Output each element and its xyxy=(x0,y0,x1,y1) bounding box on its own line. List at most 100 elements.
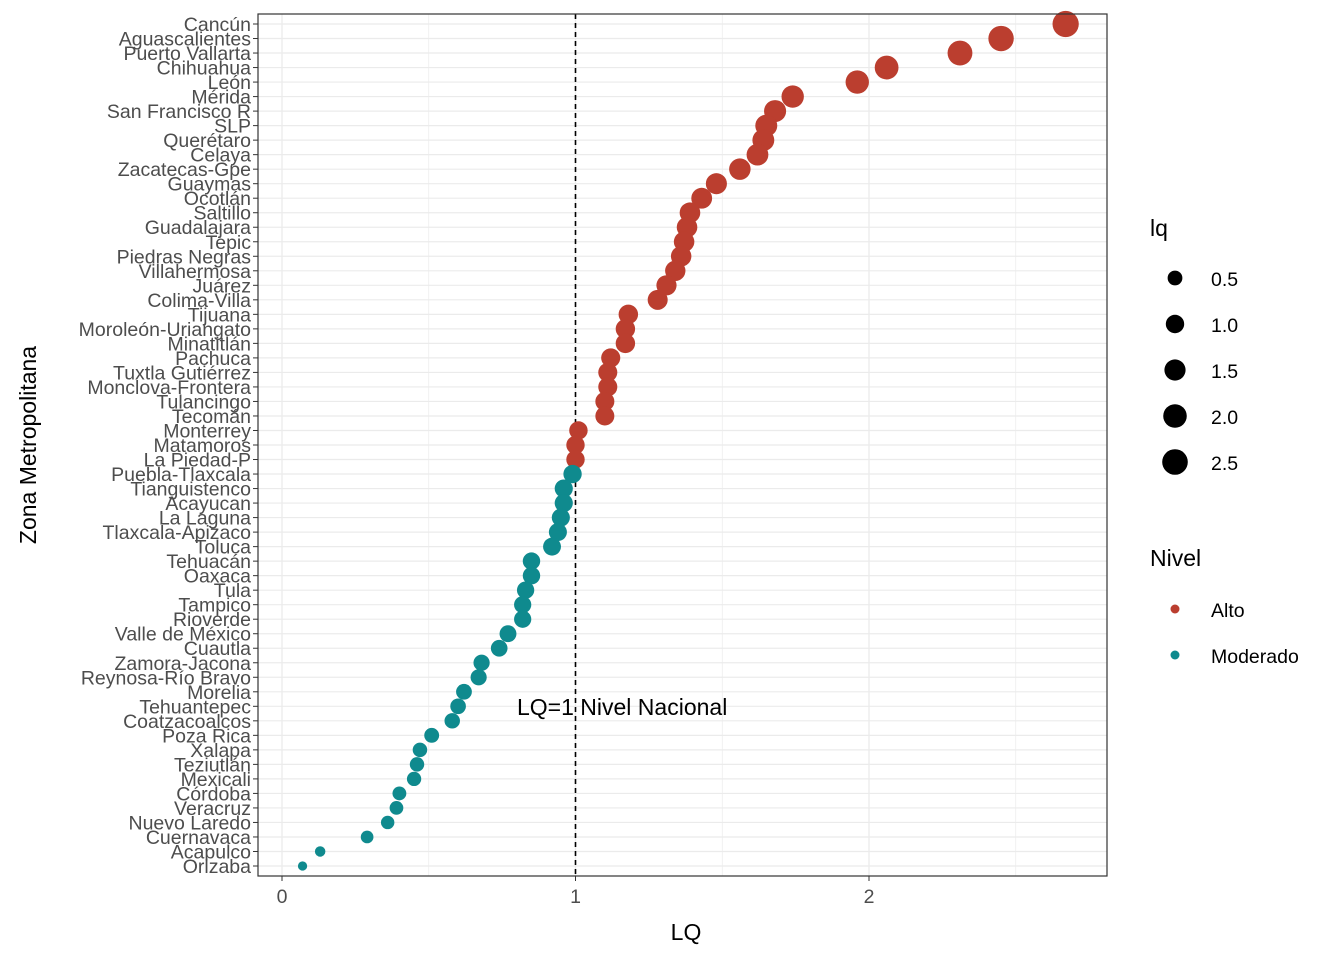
y-tick-label: Guaymas xyxy=(168,174,252,196)
data-point xyxy=(473,654,490,671)
y-tick-label: Tehuantepec xyxy=(139,696,251,718)
y-tick-label: Veracruz xyxy=(174,798,251,820)
data-point xyxy=(543,537,561,556)
data-points xyxy=(297,10,1079,871)
data-point xyxy=(566,435,585,455)
data-point xyxy=(522,552,541,570)
data-point xyxy=(665,260,686,281)
size-legend-key xyxy=(1164,359,1186,381)
y-tick-label: La Piedad-P xyxy=(144,450,251,472)
data-point xyxy=(406,771,422,787)
size-legend: lq 0.5 1.0 1.5 2.0 2.5 xyxy=(1150,215,1238,475)
y-tick-label: Reynosa-Río Bravo xyxy=(81,667,251,689)
y-tick-label: Minatitlán xyxy=(168,333,251,355)
data-point xyxy=(522,566,541,585)
data-point xyxy=(499,625,517,643)
data-point xyxy=(424,727,440,743)
data-point xyxy=(1052,10,1079,38)
size-legend-key xyxy=(1162,449,1188,475)
data-point xyxy=(746,143,769,166)
y-axis-title: Zona Metropolitana xyxy=(15,346,41,544)
y-tick-label: Colima-Villa xyxy=(147,290,251,312)
data-point xyxy=(563,464,582,484)
y-tick-label: Mexicali xyxy=(181,769,251,791)
size-legend-label: 1.0 xyxy=(1211,315,1238,337)
data-point xyxy=(444,713,460,729)
y-tick-label: Villahermosa xyxy=(139,261,252,283)
y-tick-label: Morelia xyxy=(187,682,251,704)
y-tick-label: Teziutlán xyxy=(174,754,251,776)
x-tick-label: 0 xyxy=(277,886,288,908)
y-tick-label: Cuernavaca xyxy=(146,827,251,849)
y-tick-label: SLP xyxy=(214,116,251,138)
y-tick-label: Tepic xyxy=(205,232,251,254)
data-point xyxy=(450,698,466,715)
y-tick-label: Puebla-Tlaxcala xyxy=(111,464,251,486)
data-point xyxy=(729,158,751,180)
y-tick-label: Zamora-Jacona xyxy=(114,653,251,675)
size-legend-title: lq xyxy=(1150,215,1168,241)
size-legend-label: 2.5 xyxy=(1211,453,1238,475)
color-legend-title: Nivel xyxy=(1150,545,1201,571)
data-point xyxy=(516,581,535,599)
y-tick-label: Querétaro xyxy=(163,130,251,152)
y-tick-label: Monclova-Frontera xyxy=(87,377,251,399)
grid-lines xyxy=(258,14,1107,876)
data-point xyxy=(988,25,1014,52)
data-point xyxy=(514,610,532,628)
data-point xyxy=(514,596,532,614)
data-point xyxy=(392,786,407,801)
data-point xyxy=(409,757,425,772)
y-tick-label: Tuxtla Gutiérrez xyxy=(113,362,251,384)
y-tick-label: Cancún xyxy=(184,14,251,36)
size-legend-label: 0.5 xyxy=(1211,269,1238,291)
size-legend-key xyxy=(1163,404,1187,428)
color-legend-key xyxy=(1170,604,1180,614)
y-tick-label: Tlaxcala-Apizaco xyxy=(103,522,252,544)
y-tick-label: Juárez xyxy=(192,275,251,297)
data-point xyxy=(297,861,308,871)
y-tick-label: Chihuahua xyxy=(157,58,251,80)
data-point xyxy=(647,289,668,310)
data-point xyxy=(947,40,973,66)
y-tick-label: Saltillo xyxy=(194,203,252,225)
y-tick-label: Monterrey xyxy=(163,420,251,442)
y-tick-label: Nuevo Laredo xyxy=(128,812,251,834)
data-point xyxy=(456,683,472,700)
data-point xyxy=(598,362,618,382)
data-point xyxy=(615,319,636,339)
data-point xyxy=(551,508,570,527)
y-tick-label: Orizaba xyxy=(183,856,251,878)
data-point xyxy=(601,348,621,368)
data-point xyxy=(598,377,618,397)
y-tick-label: Aguascalientes xyxy=(119,29,252,51)
size-legend-label: 1.5 xyxy=(1211,361,1238,383)
x-tick-label: 2 xyxy=(864,886,875,908)
y-tick-label: Tulancingo xyxy=(156,391,251,413)
y-tick-label: Cuautla xyxy=(184,638,251,660)
data-point xyxy=(595,391,615,411)
data-point xyxy=(389,801,404,815)
x-tick-label: 1 xyxy=(570,886,581,908)
color-legend-key xyxy=(1170,650,1180,660)
y-tick-label: Toluca xyxy=(195,537,252,559)
data-point xyxy=(548,523,567,542)
data-point xyxy=(412,742,428,758)
y-tick-label: Piedras Negras xyxy=(117,246,252,268)
color-legend: Nivel Alto Moderado xyxy=(1150,545,1299,668)
color-legend-label: Alto xyxy=(1211,600,1245,622)
x-axis-tick-labels: 0 1 2 xyxy=(277,876,875,908)
y-tick-label: Celaya xyxy=(190,145,251,167)
data-point xyxy=(554,479,573,498)
reference-line-group: LQ=1 Nivel Nacional xyxy=(517,14,727,876)
data-point xyxy=(615,333,636,354)
y-tick-label: Tampico xyxy=(178,595,251,617)
y-tick-label: Xalapa xyxy=(190,740,251,762)
size-legend-key xyxy=(1165,314,1185,334)
y-tick-label: Tianguistenco xyxy=(130,479,251,501)
y-tick-label: Tehuacán xyxy=(166,551,251,573)
y-tick-label: Rioverde xyxy=(173,609,251,631)
y-tick-label: Tula xyxy=(214,580,251,602)
y-tick-label: Tecomán xyxy=(172,406,251,428)
